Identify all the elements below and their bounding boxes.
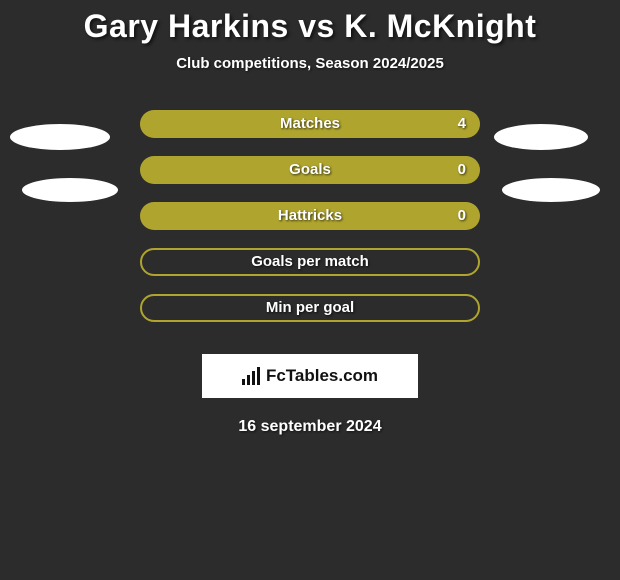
subtitle: Club competitions, Season 2024/2025 xyxy=(0,55,620,72)
logo-box: FcTables.com xyxy=(202,354,418,398)
bar-label: Hattricks xyxy=(140,202,480,230)
bar-value: 0 xyxy=(458,156,466,184)
stat-row: Min per goal xyxy=(0,294,620,340)
bar-value: 0 xyxy=(458,202,466,230)
bar-label: Matches xyxy=(140,110,480,138)
logo: FcTables.com xyxy=(242,366,378,386)
page-title: Gary Harkins vs K. McKnight xyxy=(0,0,620,45)
bar-label: Min per goal xyxy=(140,294,480,322)
logo-bars-icon xyxy=(242,367,260,385)
date-text: 16 september 2024 xyxy=(0,418,620,436)
stat-row: Goals per match xyxy=(0,248,620,294)
bar-value: 4 xyxy=(458,110,466,138)
logo-text: FcTables.com xyxy=(266,366,378,386)
stat-row: Hattricks0 xyxy=(0,202,620,248)
ellipse-right2 xyxy=(502,178,600,202)
bar-label: Goals xyxy=(140,156,480,184)
ellipse-left2 xyxy=(22,178,118,202)
bar-label: Goals per match xyxy=(140,248,480,276)
ellipse-right1 xyxy=(494,124,588,150)
ellipse-left1 xyxy=(10,124,110,150)
